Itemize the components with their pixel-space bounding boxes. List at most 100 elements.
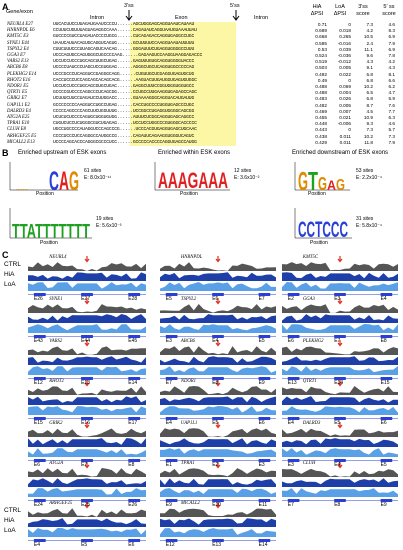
exon-label: E4 [33, 542, 41, 548]
coverage-ctrl-track [28, 262, 146, 271]
esk-exon-arrow [84, 298, 90, 305]
gene-cell: CLUH E8 [7, 127, 26, 133]
coverage-ctrl-track [28, 508, 146, 517]
exon-label: E17 [128, 420, 138, 426]
exon-label: E8 [128, 462, 135, 468]
exon-label: E8 [334, 502, 341, 508]
esk-exon-arrow [215, 422, 221, 429]
hia-cell: 0.53 [317, 46, 327, 52]
loa-cell: -0.012 [337, 59, 351, 65]
esk-exon-arrow [84, 462, 90, 469]
col-hia-header: HiA ΔPSI [310, 4, 324, 17]
esk-exon-arrow [215, 380, 221, 387]
coverage-hia-track [160, 356, 276, 365]
track-row-label: CTRL [4, 261, 21, 268]
coverage-hia-track [282, 438, 398, 447]
coverage-hia-track [160, 272, 276, 281]
exon-label: E9 [258, 380, 265, 386]
exon-label: E8 [212, 380, 219, 386]
col-5ss-header: 5'ss [230, 3, 240, 9]
loa-cell: 0.069 [339, 84, 351, 90]
score3-cell: 4.3 [366, 59, 373, 65]
coverage-loa-track [28, 488, 146, 497]
motif-gtgag-logo: G T G A G [294, 162, 350, 196]
coverage-ctrl-track [28, 468, 146, 477]
splice-table: NEURL4 E27 UUCACUUCCUUAGAUGAAUCCCCU......… [6, 22, 396, 146]
esk-exon-arrow [337, 298, 343, 305]
exon-label: E44 [81, 338, 90, 344]
gene-name-label: NDOR1 [180, 379, 196, 384]
table-row: DALRD3 E4 CCCCCAGCCCCAGCUUCUGGUUUG......U… [6, 109, 396, 115]
loa-cell: 0.011 [339, 133, 351, 139]
score5-cell: 4.3 [388, 65, 395, 71]
coverage-hia-track [282, 314, 398, 323]
table-row: ATG2A E25 UCUCUCUCCCCAGUGCUGGUGUGG......A… [6, 115, 396, 121]
coverage-ctrl-track [28, 304, 146, 313]
gene-cell: ARHGEF25 E5 [7, 133, 37, 139]
exon-label: E5 [81, 542, 88, 548]
gene-name-label: HNRNPDL [180, 255, 203, 260]
gene-name-label: SYNE1 [49, 297, 63, 302]
coverage-hia-track [282, 396, 398, 405]
score5-cell: 8.1 [388, 71, 395, 77]
gene-cell: DALRD3 E4 [7, 108, 31, 114]
gene-cell: KMT5C E3 [7, 34, 29, 40]
loa-cell: 0 [348, 127, 351, 133]
motif-cag-logo: ....... C A G [9, 162, 79, 196]
table-row: CLUH E8 UGCCUGCCCCAUAGGUCCCAGCCCG......UC… [6, 127, 396, 133]
track-row-label: HiA [4, 517, 15, 524]
table-row: HNRNPDL E6 CCUUUCUGUUUAGUAGAGGCCAAA......… [6, 28, 396, 34]
gene-cell: VARS2 E13 [7, 59, 29, 65]
coverage-ctrl-track [28, 428, 146, 437]
exon-label: E6 [212, 296, 219, 302]
svg-text:A: A [59, 166, 69, 196]
exon-label: E5 [258, 338, 265, 344]
coverage-ctrl-track [160, 262, 276, 271]
coverage-loa-track [28, 528, 146, 537]
score3-cell: 6.8 [366, 96, 373, 102]
esk-exon-arrow [337, 422, 343, 429]
score3-cell: 7.3 [366, 22, 373, 27]
coverage-ctrl-track [282, 428, 398, 437]
table-row: GRIK2 E7 UCUUUCUUCCUAGAUCCUUGGACC......GU… [6, 96, 396, 102]
motif1-sites: 61 sites [84, 168, 102, 174]
exon-label: E7 [258, 296, 265, 302]
exon-label: E12 [165, 542, 175, 548]
table-row: SYNE1 E44 UAAUCAUUACAGUGCAGGUCAGUG......G… [6, 41, 396, 47]
coverage-ctrl-track [160, 508, 276, 517]
loa-cell: -0.036 [337, 53, 351, 59]
gene-cell: UAP1L1 E2 [7, 102, 30, 108]
gene-cell: RHOT2 E16 [7, 77, 31, 83]
exon-label: E6 [258, 420, 265, 426]
coverage-ctrl-track [160, 346, 276, 355]
exon-label: E14 [128, 380, 138, 386]
score3-cell: 9.1 [366, 65, 373, 71]
coverage-hia-track [160, 478, 276, 487]
sequence-cell: UCUUUCUUCCUAGAUCCUUGGACC......GUAAAAGGGC… [53, 96, 195, 102]
score5-cell: 6.2 [388, 84, 395, 90]
esk-exon-arrow [337, 256, 343, 263]
score5-cell: 8.3 [388, 28, 395, 34]
coverage-ctrl-track [282, 468, 398, 477]
hia-cell: 0.519 [315, 59, 327, 65]
exon-label: E13 [287, 380, 297, 386]
svg-text:TTATTTTTTT: TTATTTTTTT [12, 221, 90, 243]
table-row: RHOT2 E16 CACCUCCCUCCAGCAGCACAGCACG......… [6, 78, 396, 84]
coverage-hia-track [28, 272, 146, 281]
exon-label: E8 [380, 338, 387, 344]
gene-name-label: VARS2 [49, 339, 63, 344]
sequence-cell: CCUUUCUGUUUAGUAGAGGCCAAA......CAGAUAUCAG… [53, 28, 197, 34]
coverage-ctrl-track [160, 468, 276, 477]
gene-name-label: ABCB6 [180, 339, 195, 344]
table-row: VARS2 E13 UCCUCCUCCCUGCAGCUUGCUGAG......G… [6, 59, 396, 65]
coverage-ctrl-track [282, 262, 398, 271]
coverage-loa-track [282, 324, 398, 333]
sequence-cell: UCCCCUAUCCCUAGCUCCGUGGAG......AGGGCUGCUC… [53, 65, 195, 71]
hia-cell: 0.429 [315, 139, 327, 145]
position-label-2: Position [180, 191, 198, 197]
score3-cell: 9.6 [366, 53, 373, 59]
motif4-evalue: E: 5.6x10⁻³ [96, 223, 122, 229]
esk-exon-arrow [337, 462, 343, 469]
coverage-loa-track [28, 282, 146, 291]
motif3-evalue: E: 2.2x10⁻⁴ [356, 175, 382, 181]
